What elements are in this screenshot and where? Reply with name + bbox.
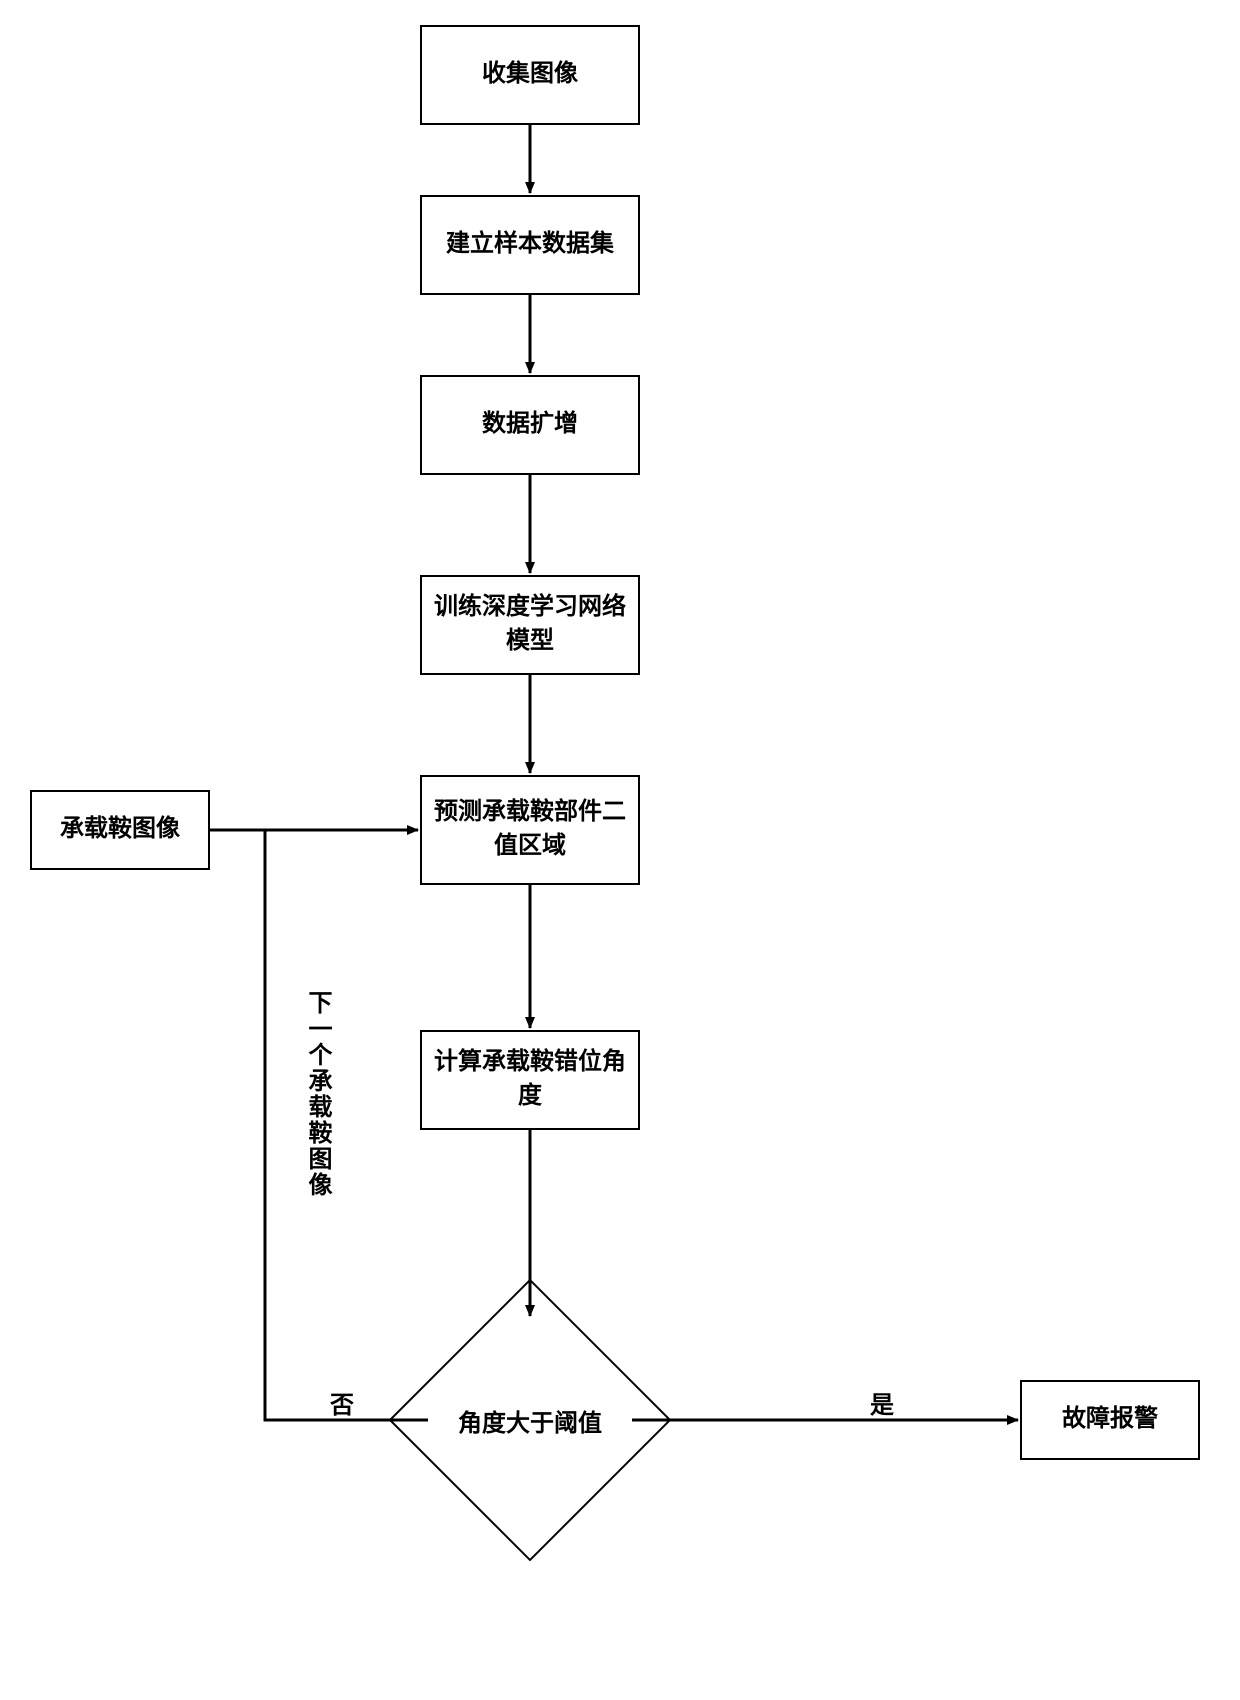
- edge-n7-loop: [265, 830, 428, 1420]
- edge-label-loop: 下一个承载鞍图像: [300, 990, 335, 1198]
- label-text: 是: [870, 1393, 894, 1419]
- node-label: 预测承载鞍部件二值区域: [430, 796, 630, 863]
- label-text: 下一个承载鞍图像: [304, 990, 330, 1198]
- node-label: 建立样本数据集: [446, 228, 614, 262]
- node-collect-images: 收集图像: [420, 25, 640, 125]
- node-decision-threshold: 角度大于阈值: [430, 1320, 630, 1520]
- node-label: 角度大于阈值: [458, 1403, 602, 1438]
- node-train-model: 训练深度学习网络模型: [420, 575, 640, 675]
- edge-label-no: 否: [330, 1385, 354, 1420]
- node-predict-region: 预测承载鞍部件二值区域: [420, 775, 640, 885]
- node-label: 训练深度学习网络模型: [430, 591, 630, 658]
- node-augment: 数据扩增: [420, 375, 640, 475]
- node-build-dataset: 建立样本数据集: [420, 195, 640, 295]
- label-text: 否: [330, 1393, 354, 1419]
- node-compute-angle: 计算承载鞍错位角度: [420, 1030, 640, 1130]
- node-input-image: 承载鞍图像: [30, 790, 210, 870]
- node-label: 数据扩增: [482, 408, 578, 442]
- node-label: 收集图像: [482, 58, 578, 92]
- node-label: 承载鞍图像: [60, 813, 180, 847]
- edge-label-yes: 是: [870, 1385, 894, 1420]
- node-alarm: 故障报警: [1020, 1380, 1200, 1460]
- node-label: 故障报警: [1062, 1403, 1158, 1437]
- node-label: 计算承载鞍错位角度: [430, 1046, 630, 1113]
